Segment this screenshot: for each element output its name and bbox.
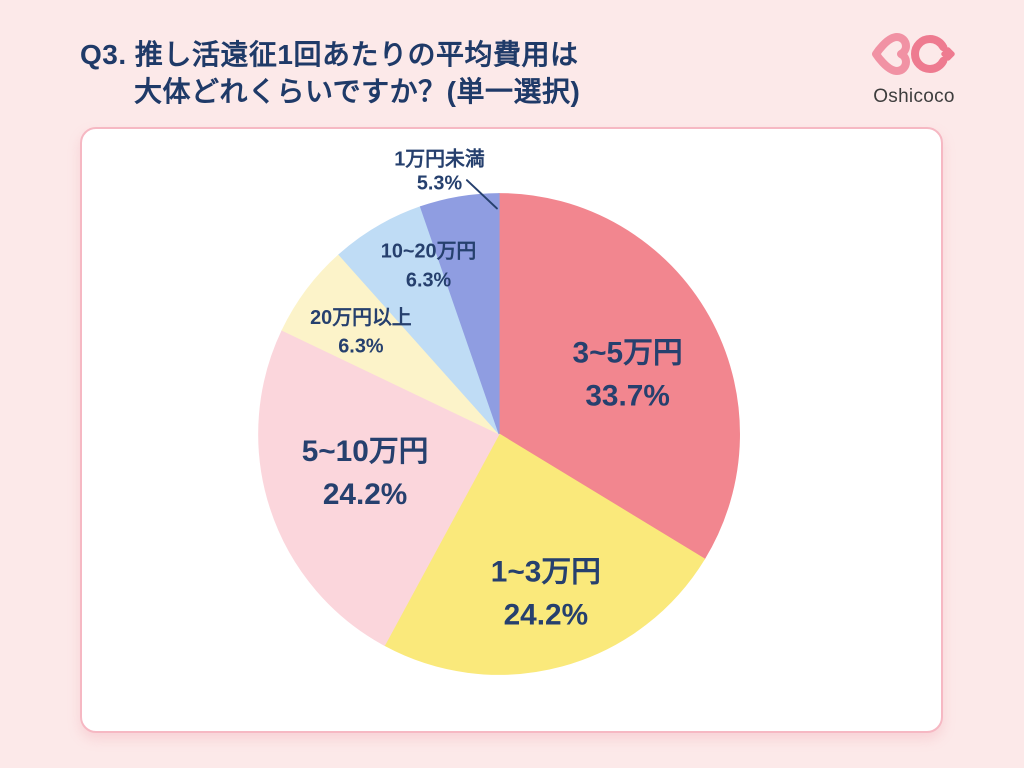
pie-label-2-name: 5~10万円 (302, 435, 429, 468)
chart-card: 3~5万円 33.7% 1~3万円 24.2% 5~10万円 24.2% 20万円以上 6.3… (80, 127, 943, 733)
pie-chart: 3~5万円 33.7% 1~3万円 24.2% 5~10万円 24.2% 20万円以上 6.3… (258, 148, 740, 675)
pie-segment-5 (419, 193, 500, 435)
pie-label-4-value: 6.3% (406, 269, 452, 291)
question-title: Q3. 推し活遠征1回あたりの平均費用は 大体どれくらいですか？(単一選択) (80, 36, 580, 110)
pie-label-3-name: 20万円以上 (310, 307, 412, 329)
pie-segment-1 (383, 433, 706, 675)
pie-segment-2 (258, 329, 500, 647)
pie-label-5-name: 1万円未満 (394, 148, 485, 171)
oshicoco-logo: Oshicoco (866, 28, 962, 108)
pie-label-0-name: 3~5万円 (573, 337, 683, 370)
oshicoco-logo-text: Oshicoco (873, 86, 955, 107)
pie-label-2-value: 24.2% (323, 478, 408, 511)
oshicoco-infinity-heart-icon (872, 33, 955, 75)
pie-label-5-value: 5.3% (417, 173, 463, 195)
question-title-line2: 大体どれくらいですか？(単一選択) (134, 76, 581, 107)
pie-label-0-value: 33.7% (585, 379, 669, 412)
pie-label-4-name: 10~20万円 (381, 240, 477, 262)
question-title-line1: Q3. 推し活遠征1回あたりの平均費用は (80, 39, 579, 70)
pie-label-3-value: 6.3% (338, 336, 384, 358)
pie-label-1-value: 24.2% (504, 598, 588, 631)
pie-label-1-name: 1~3万円 (491, 556, 601, 589)
pie-label-leader-line (465, 179, 498, 210)
pie-segment-0 (498, 193, 740, 560)
